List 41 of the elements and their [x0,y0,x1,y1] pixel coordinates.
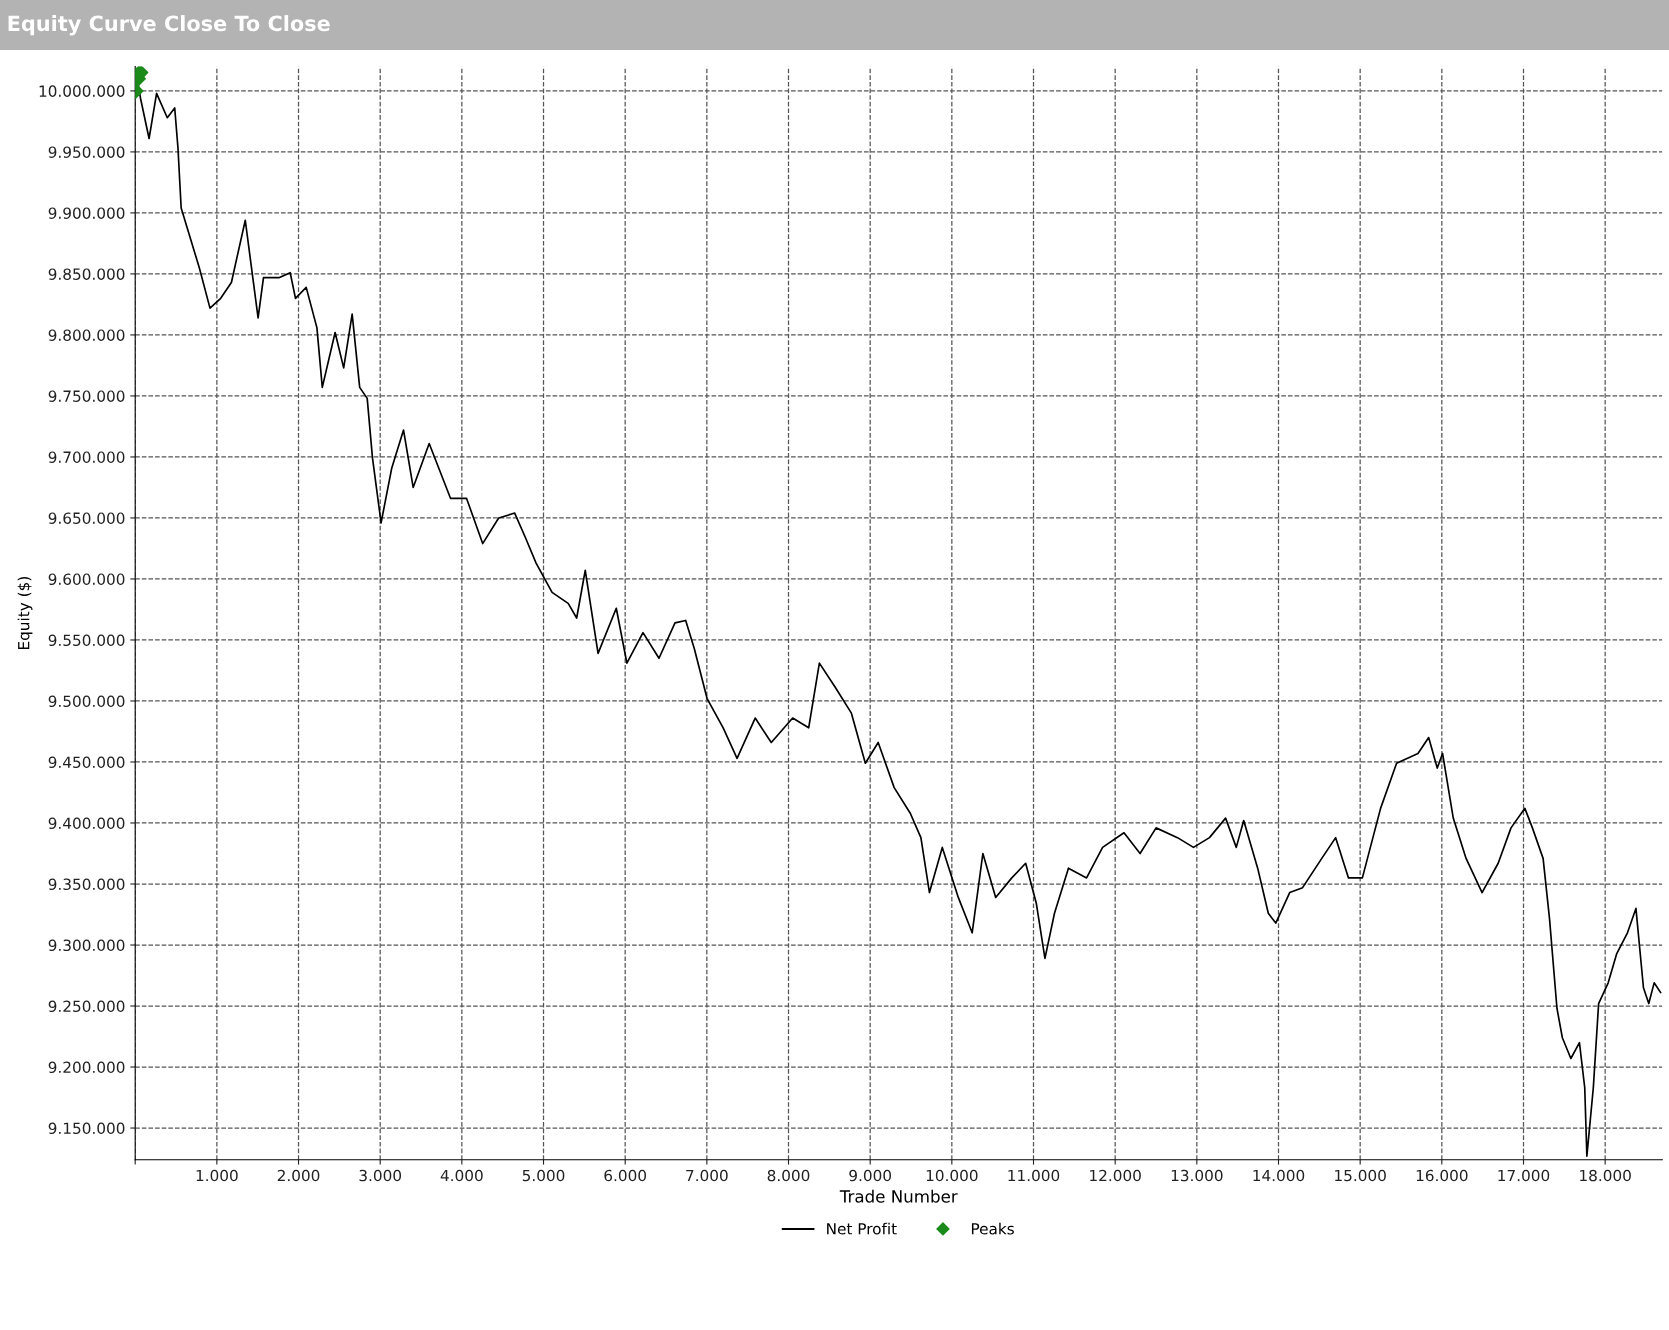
x-tick-label: 14.000 [1253,1169,1305,1182]
x-tick-label: 10.000 [926,1169,978,1182]
y-axis-title: Equity ($) [17,577,33,650]
x-tick-label: 9.000 [849,1169,892,1182]
x-tick-label: 5.000 [522,1169,565,1182]
y-tick-label: 9.450.000 [48,756,125,769]
x-tick-label: 11.000 [1008,1169,1060,1182]
x-tick-label: 16.000 [1416,1169,1468,1182]
x-tick-label: 6.000 [604,1169,647,1182]
y-tick-label: 9.150.000 [48,1122,125,1135]
y-tick-label: 9.950.000 [48,146,125,158]
y-tick-label: 9.700.000 [48,451,125,463]
y-tick-label: 9.550.000 [48,634,125,646]
x-tick-label: 12.000 [1090,1169,1141,1182]
legend-label: Net Profit [827,1222,897,1235]
y-tick-label: 9.500.000 [48,695,125,707]
y-tick-label: 9.300.000 [48,939,125,952]
y-tick-label: 9.850.000 [48,268,125,280]
y-tick-label: 9.200.000 [48,1061,125,1074]
x-tick-label: 4.000 [440,1169,483,1182]
x-tick-label: 15.000 [1335,1169,1386,1182]
y-tick-label: 9.900.000 [48,207,125,219]
x-tick-label: 3.000 [359,1169,402,1182]
y-tick-label: 9.750.000 [48,390,125,402]
legend-label: Peaks [971,1222,1014,1235]
x-axis-title: Trade Number [839,1189,958,1203]
x-tick-label: 18.000 [1580,1169,1631,1182]
x-tick-label: 1.000 [196,1169,238,1182]
x-tick-label: 17.000 [1498,1169,1550,1182]
x-tick-label: 13.000 [1171,1169,1223,1182]
chart-title: Equity Curve Close To Close [8,15,330,36]
y-tick-label: 9.650.000 [48,512,125,524]
y-tick-label: 9.600.000 [48,573,125,585]
x-tick-label: 7.000 [686,1169,728,1182]
y-tick-label: 9.400.000 [48,817,125,830]
x-tick-label: 8.000 [767,1169,810,1182]
y-tick-label: 9.250.000 [48,1000,125,1013]
x-tick-label: 2.000 [277,1169,320,1182]
y-tick-label: 9.800.000 [48,329,125,341]
y-tick-label: 10.000.000 [39,85,125,97]
y-tick-label: 9.350.000 [48,878,125,891]
